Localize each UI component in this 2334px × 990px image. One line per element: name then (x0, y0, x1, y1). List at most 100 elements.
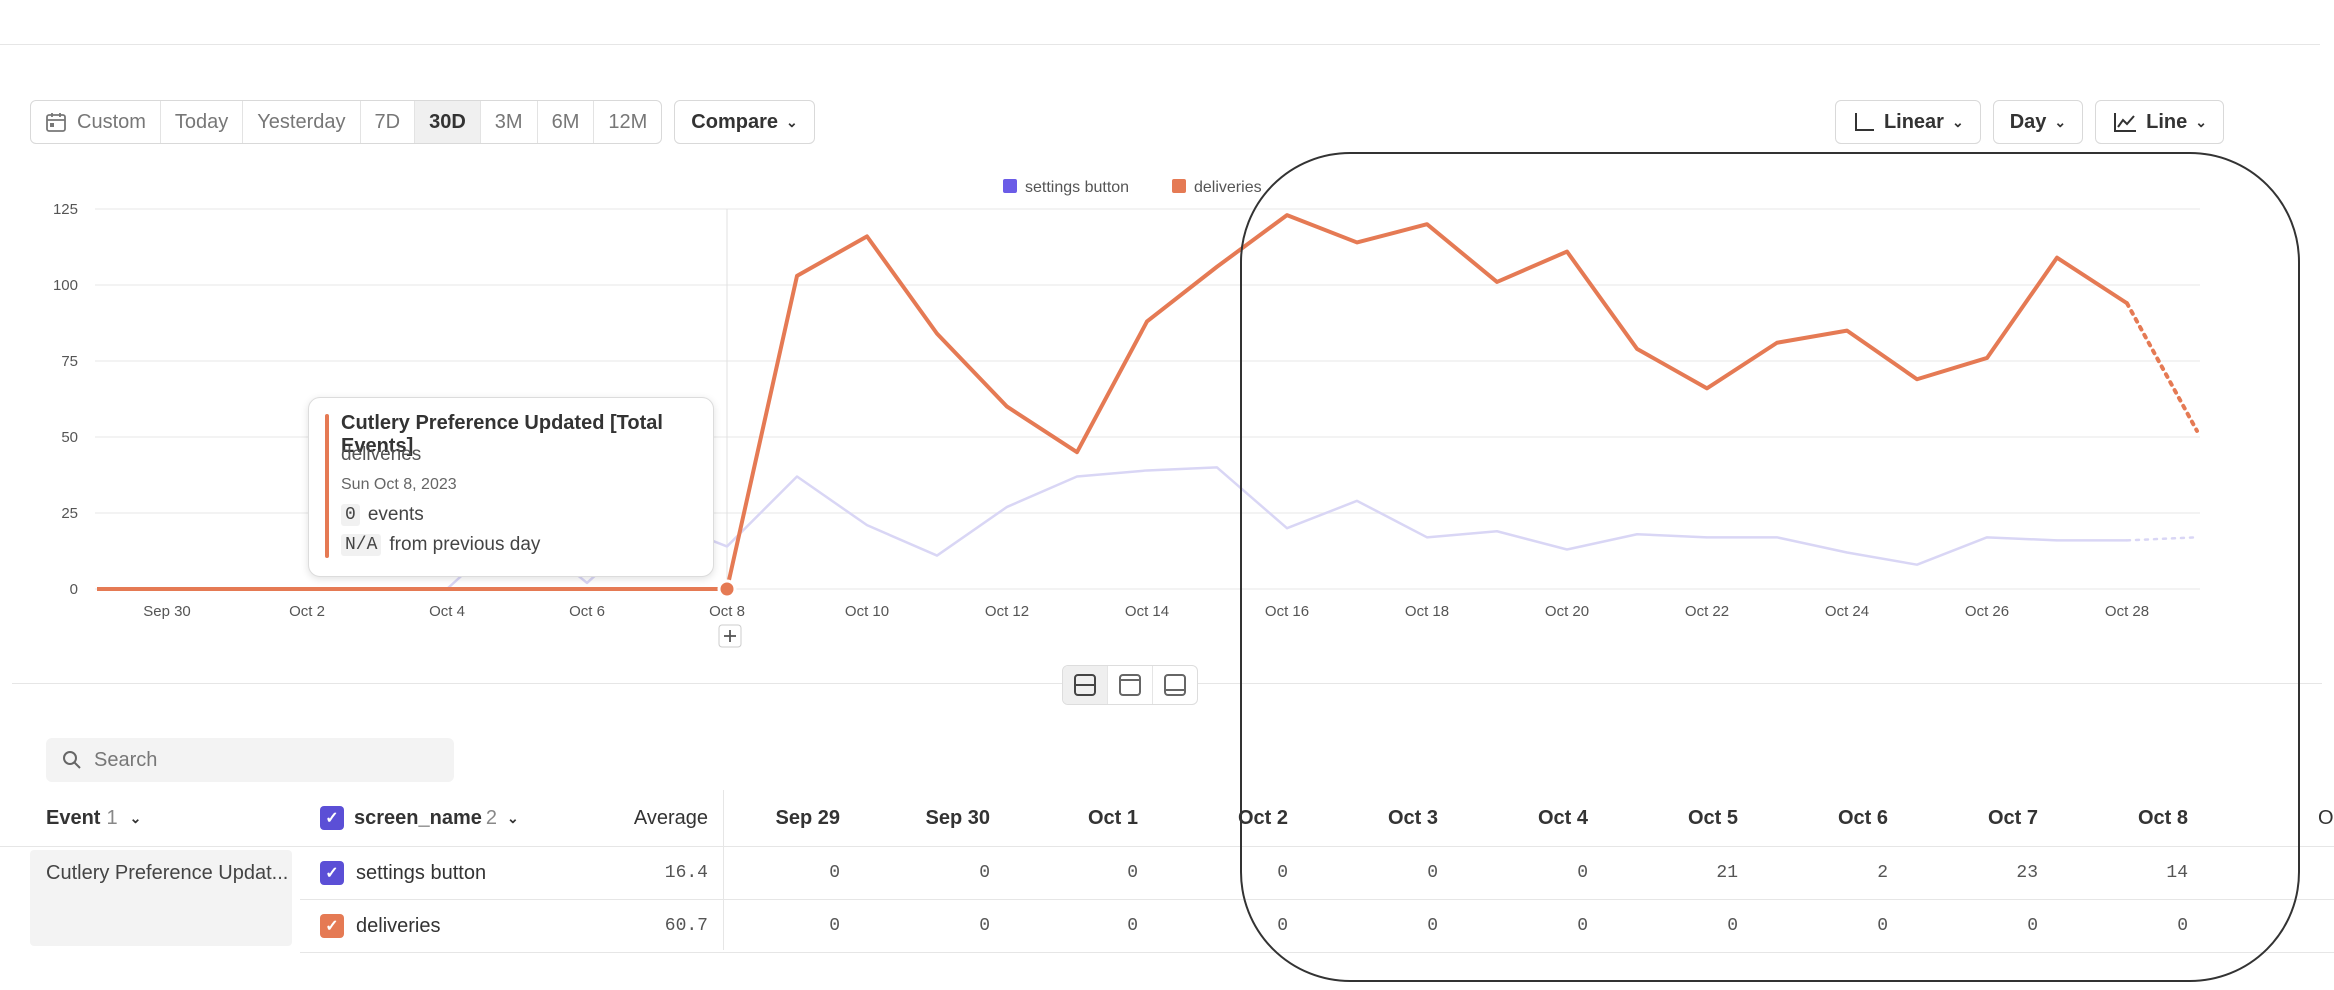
chevron-down-icon: ⌄ (2195, 113, 2207, 130)
table-column-divider (723, 790, 724, 950)
y-tick-label: 125 (53, 201, 78, 218)
interval-dropdown[interactable]: Day ⌄ (1992, 100, 2084, 144)
average-cell: 16.4 (664, 863, 708, 883)
table-cell: 0 (1427, 916, 1438, 936)
table-cell: 2 (1877, 863, 1888, 883)
chevron-down-icon: ⌄ (2054, 113, 2067, 130)
x-tick-label: Oct 6 (569, 603, 605, 620)
tooltip-value-row: 0 events (341, 504, 424, 526)
x-tick-label: Oct 20 (1545, 603, 1589, 620)
tooltip-series-color-bar (325, 414, 329, 558)
table-cell: 0 (2177, 916, 2188, 936)
date-range-segmented: Custom Today Yesterday 7D 30D 3M 6M 12M (30, 100, 663, 144)
range-today[interactable]: Today (161, 101, 244, 143)
table-cell: 0 (1577, 916, 1588, 936)
date-column-header[interactable]: Oct 8 (2137, 806, 2188, 829)
table-cell: 0 (829, 863, 840, 883)
tooltip-value: 0 (341, 504, 360, 526)
event-column-header[interactable]: Event 1 ⌄ (46, 790, 141, 846)
table-cell: 0 (1127, 916, 1138, 936)
chart-options-toolbar: Linear ⌄ Day ⌄ Line ⌄ (1834, 100, 2224, 144)
row-label[interactable]: ✓ deliveries (320, 900, 440, 952)
compare-button[interactable]: Compare ⌄ (674, 100, 815, 144)
custom-range-button[interactable]: Custom (31, 101, 161, 143)
date-column-header[interactable]: Oct 1 (1087, 806, 1138, 829)
checkbox-icon[interactable]: ✓ (320, 806, 344, 830)
date-column-header[interactable]: Oct 4 (1537, 806, 1588, 829)
range-7d[interactable]: 7D (361, 101, 416, 143)
legend-label: deliveries (1194, 179, 1262, 196)
series-partial-line (2125, 536, 2199, 542)
checkbox-icon[interactable]: ✓ (320, 861, 344, 885)
table-cell: 14 (2166, 863, 2188, 883)
table-cell: 0 (1127, 863, 1138, 883)
checkbox-icon[interactable]: ✓ (320, 914, 344, 938)
layout-bottom-icon[interactable] (1153, 666, 1197, 704)
average-column-header[interactable]: Average (633, 806, 708, 829)
chart-legend: settings button deliveries (1003, 179, 1262, 196)
overflow-column-header: O (2318, 806, 2334, 829)
x-axis-ticks: Sep 30 Oct 2 Oct 4 Oct 6 Oct 8 Oct 10 Oct 12 Oc… (143, 603, 2149, 620)
date-column-header[interactable]: Oct 6 (1837, 806, 1888, 829)
event-count: 1 (106, 806, 118, 829)
date-column-header[interactable]: Oct 7 (1987, 806, 2038, 829)
interval-label: Day (2009, 110, 2047, 133)
chevron-down-icon: ⌄ (1951, 113, 1964, 130)
table-row: ✓ settings button 16.4 0 0 0 0 0 0 21 2 23 14 (300, 847, 2334, 900)
line-chart[interactable]: 0 25 50 75 100 125 Sep 30 Oct 2 Oct 4 Oct 6 Oct 8… (0, 0, 2334, 660)
compare-label: Compare (691, 110, 778, 133)
event-header-label: Event (46, 806, 101, 829)
range-30d[interactable]: 30D (415, 101, 481, 143)
search-input[interactable] (92, 747, 426, 773)
table-cell: 23 (2016, 863, 2038, 883)
table-cell: 21 (1716, 863, 1738, 883)
layout-split-icon[interactable] (1063, 666, 1108, 704)
event-name: Cutlery Preference Updat... (46, 862, 289, 884)
x-tick-label: Oct 22 (1685, 603, 1729, 620)
table-cell: 0 (1577, 863, 1588, 883)
table-cell: 0 (979, 916, 990, 936)
date-column-header[interactable]: Oct 3 (1387, 806, 1438, 829)
date-column-header[interactable]: Sep 30 (925, 806, 990, 829)
chart-type-label: Line (2146, 110, 2188, 133)
plus-icon[interactable] (718, 624, 742, 648)
breakdown-count: 2 (485, 806, 497, 829)
series-partial-line (2125, 301, 2199, 433)
search-icon (63, 751, 81, 769)
y-tick-label: 100 (53, 277, 78, 294)
breakdown-column-header[interactable]: ✓ screen_name 2 ⌄ (320, 790, 519, 846)
x-tick-label: Oct 24 (1825, 603, 1869, 620)
range-6m[interactable]: 6M (538, 101, 595, 143)
tooltip-date: Sun Oct 8, 2023 (341, 476, 457, 493)
scale-dropdown[interactable]: Linear ⌄ (1834, 100, 1981, 144)
layout-top-icon[interactable] (1108, 666, 1153, 704)
y-tick-label: 0 (70, 581, 78, 598)
average-cell: 60.7 (664, 916, 708, 936)
date-column-header[interactable]: Sep 29 (775, 806, 840, 829)
event-name-cell[interactable]: Cutlery Preference Updat... (30, 850, 292, 946)
custom-label: Custom (77, 110, 146, 133)
table-cell: 0 (2027, 916, 2038, 936)
date-column-header[interactable]: Oct 2 (1237, 806, 1288, 829)
table-cell: 0 (1877, 916, 1888, 936)
y-tick-label: 75 (61, 353, 78, 370)
table-cell: 0 (1277, 916, 1288, 936)
x-tick-label: Oct 10 (845, 603, 889, 620)
chart-grid (95, 208, 2200, 590)
range-12m[interactable]: 12M (608, 110, 648, 133)
x-tick-label: Oct 14 (1125, 603, 1169, 620)
y-tick-label: 50 (61, 429, 78, 446)
date-column-header[interactable]: Oct 5 (1687, 806, 1738, 829)
tooltip-title: Cutlery Preference Updated [Total Events… (341, 412, 663, 457)
x-tick-label: Oct 26 (1965, 603, 2009, 620)
y-tick-label: 25 (61, 505, 78, 522)
range-yesterday[interactable]: Yesterday (243, 101, 361, 143)
layout-toggle (1062, 665, 1198, 705)
x-tick-label: Oct 16 (1265, 603, 1309, 620)
row-label[interactable]: ✓ settings button (320, 847, 486, 899)
row-label-text: deliveries (356, 914, 441, 937)
x-tick-label: Oct 4 (429, 603, 465, 620)
range-3m[interactable]: 3M (481, 101, 538, 143)
x-tick-label: Oct 12 (985, 603, 1029, 620)
chart-type-dropdown[interactable]: Line ⌄ (2095, 100, 2224, 144)
